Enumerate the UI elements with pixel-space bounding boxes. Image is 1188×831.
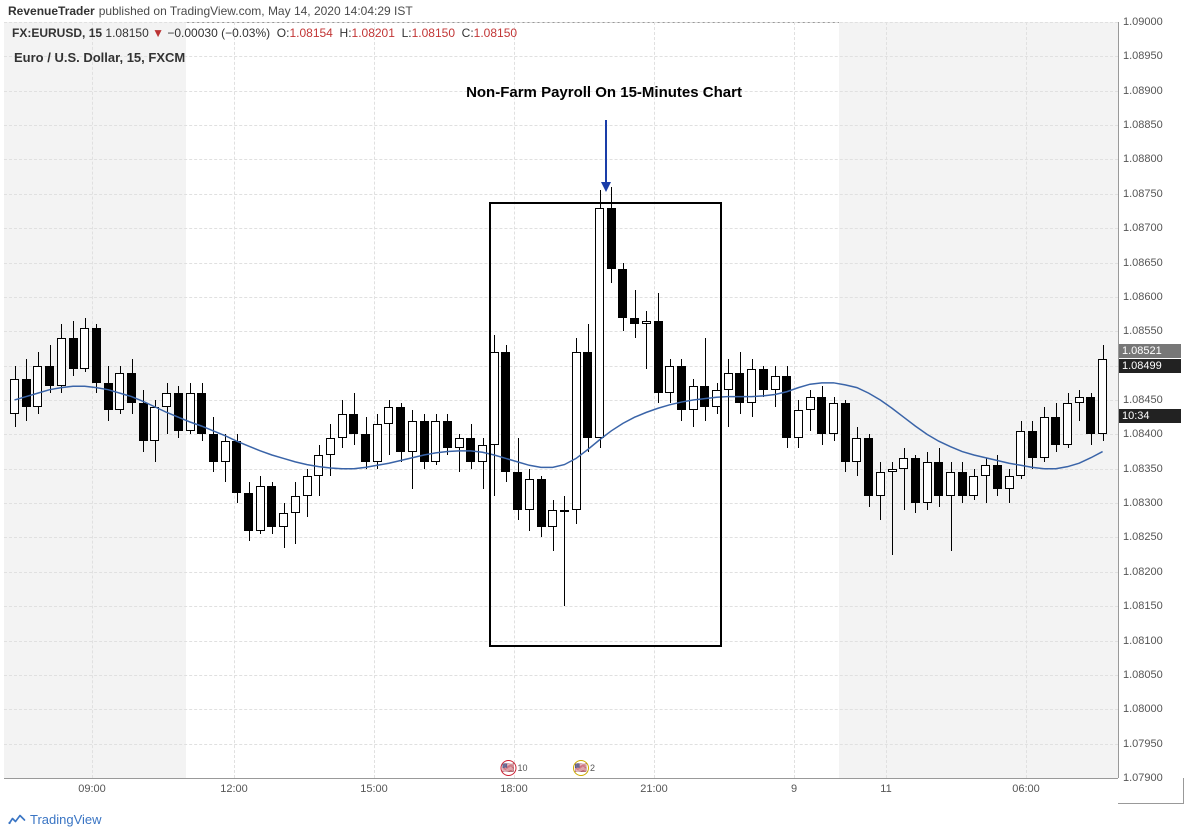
ytick-label: 1.07950 (1123, 738, 1163, 750)
ytick-label: 1.08800 (1123, 153, 1163, 165)
ytick-label: 1.08150 (1123, 600, 1163, 612)
xtick-label: 18:00 (500, 783, 528, 795)
ytick-label: 1.08200 (1123, 566, 1163, 578)
time-axis[interactable]: 09:00 12:00 15:00 18:00 21:00 9 11 06:00 (4, 778, 1118, 804)
ytick-label: 1.08950 (1123, 50, 1163, 62)
xtick-label: 21:00 (640, 783, 668, 795)
ytick-label: 1.09000 (1123, 16, 1163, 28)
publish-header: RevenueTrader published on TradingView.c… (0, 0, 1188, 22)
change-arrow-icon: ▼ (152, 26, 164, 40)
price-marker: 1.08521 (1119, 344, 1181, 358)
xtick-label: 09:00 (78, 783, 106, 795)
ohlc-summary: FX:EURUSD, 15 1.08150 ▼ −0.00030 (−0.03%… (12, 26, 517, 40)
footer-brand: TradingView (30, 812, 102, 827)
xtick-label: 15:00 (360, 783, 388, 795)
annotation-arrow-icon (4, 22, 1118, 778)
price-marker: 10:34 (1119, 409, 1181, 423)
xtick-label: 06:00 (1012, 783, 1040, 795)
symbol-text: FX:EURUSD, 15 (12, 26, 102, 40)
ytick-label: 1.08000 (1123, 703, 1163, 715)
chart-area[interactable]: FX:EURUSD, 15 1.08150 ▼ −0.00030 (−0.03%… (4, 22, 1118, 778)
ytick-label: 1.08600 (1123, 291, 1163, 303)
ytick-label: 1.08100 (1123, 635, 1163, 647)
price-axis[interactable]: 1.090001.089501.089001.088501.088001.087… (1118, 22, 1184, 778)
ytick-label: 1.07900 (1123, 772, 1163, 784)
ytick-label: 1.08650 (1123, 257, 1163, 269)
ytick-label: 1.08900 (1123, 85, 1163, 97)
ytick-label: 1.08300 (1123, 497, 1163, 509)
ytick-label: 1.08250 (1123, 531, 1163, 543)
tradingview-icon (8, 813, 26, 827)
ytick-label: 1.08350 (1123, 463, 1163, 475)
xtick-label: 11 (880, 783, 891, 795)
ytick-label: 1.08450 (1123, 394, 1163, 406)
ytick-label: 1.08700 (1123, 222, 1163, 234)
instrument-label: Euro / U.S. Dollar, 15, FXCM (14, 50, 185, 65)
xtick-label: 12:00 (220, 783, 248, 795)
ytick-label: 1.08050 (1123, 669, 1163, 681)
xtick-label: 9 (791, 783, 797, 795)
price-marker: 1.08499 (1119, 359, 1181, 373)
publish-meta: published on TradingView.com, May 14, 20… (99, 4, 413, 18)
ytick-label: 1.08400 (1123, 428, 1163, 440)
publisher-name: RevenueTrader (8, 4, 95, 18)
ytick-label: 1.08550 (1123, 325, 1163, 337)
ytick-label: 1.08850 (1123, 119, 1163, 131)
ytick-label: 1.08750 (1123, 188, 1163, 200)
tradingview-logo[interactable]: TradingView (8, 812, 102, 827)
